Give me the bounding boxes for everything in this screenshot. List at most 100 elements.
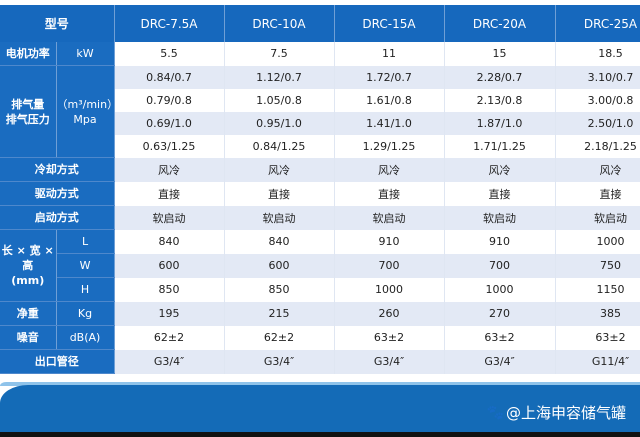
watermark: 🐾 @上海申容储气罐	[487, 402, 626, 423]
table-cell: 63±2	[444, 325, 556, 350]
table-cell: 215	[224, 301, 335, 326]
row-unit: （m³/min） Mpa	[56, 65, 115, 158]
spec-table: 型号 DRC-7.5A DRC-10A DRC-15A DRC-20A DRC-25A 电…	[0, 5, 640, 374]
table-cell: G11/4″	[555, 349, 640, 374]
table-cell: 385	[555, 301, 640, 326]
table-cell: 0.69/1.0	[114, 111, 225, 135]
table-cell: 910	[334, 229, 445, 254]
row-unit: W	[56, 253, 115, 278]
table-row: 排气量 排气压力 （m³/min） Mpa 0.84/0.7 1.12/0.7 1.72…	[0, 65, 640, 158]
table-cell: 软启动	[334, 205, 445, 230]
table-row: 出口管径 G3/4″ G3/4″ G3/4″ G3/4″ G11/4″	[0, 349, 640, 374]
table-cell: 1.61/0.8	[334, 88, 445, 112]
table-row: 净重 Kg 195 215 260 270 385	[0, 301, 640, 326]
table-cell: 1000	[444, 277, 556, 302]
table-cell: 2.18/1.25	[555, 134, 640, 158]
table-cell: 63±2	[334, 325, 445, 350]
model-header: DRC-15A	[334, 5, 445, 42]
table-row: W 600 600 700 700 750	[0, 253, 640, 278]
header-row: 型号 DRC-7.5A DRC-10A DRC-15A DRC-20A DRC-25A	[0, 5, 640, 42]
table-cell: 700	[334, 253, 445, 278]
table-cell: 软启动	[114, 205, 225, 230]
table-cell: 63±2	[555, 325, 640, 350]
row-label: 排气量 排气压力	[0, 65, 57, 158]
table-cell: 910	[444, 229, 556, 254]
row-label: 噪音	[0, 325, 57, 350]
row-label: 冷却方式	[0, 157, 115, 182]
table-row: 0.69/1.0 0.95/1.0 1.41/1.0 1.87/1.0 2.50/1.0	[0, 111, 640, 135]
table-cell: 3.00/0.8	[555, 88, 640, 112]
row-label: 电机功率	[0, 42, 57, 66]
table-cell: 840	[114, 229, 225, 254]
table-cell: 直接	[444, 181, 556, 206]
table-cell: 0.79/0.8	[114, 88, 225, 112]
table-cell: 1.12/0.7	[224, 65, 335, 89]
table-cell: 11	[334, 42, 445, 66]
watermark-text: @上海申容储气罐	[505, 404, 626, 422]
table-row: 冷却方式 风冷 风冷 风冷 风冷 风冷	[0, 157, 640, 182]
table-cell: 1.72/0.7	[334, 65, 445, 89]
row-label: 长 × 宽 × 高 (mm)	[0, 229, 57, 302]
table-row: 驱动方式 直接 直接 直接 直接 直接	[0, 181, 640, 206]
table-cell: 风冷	[334, 157, 445, 182]
table-cell: 195	[114, 301, 225, 326]
table-cell: G3/4″	[444, 349, 556, 374]
table-cell: 2.13/0.8	[444, 88, 556, 112]
table-cell: 2.50/1.0	[555, 111, 640, 135]
table-cell: G3/4″	[224, 349, 335, 374]
table-cell: 62±2	[114, 325, 225, 350]
table-cell: 600	[114, 253, 225, 278]
table-cell: 0.84/0.7	[114, 65, 225, 89]
table-row: 噪音 dB(A) 62±2 62±2 63±2 63±2 63±2	[0, 325, 640, 350]
table-cell: 600	[224, 253, 335, 278]
table-cell: 风冷	[444, 157, 556, 182]
footer-band	[0, 385, 640, 432]
footer-band-edge	[0, 382, 640, 386]
table-cell: 0.95/1.0	[224, 111, 335, 135]
table-row: 长 × 宽 × 高 (mm) L 840 840 910 910 1000	[0, 229, 640, 302]
table-cell: 260	[334, 301, 445, 326]
table-cell: 0.63/1.25	[114, 134, 225, 158]
model-header: DRC-7.5A	[114, 5, 225, 42]
table-cell: 1.71/1.25	[444, 134, 556, 158]
table-cell: 1.05/0.8	[224, 88, 335, 112]
table-cell: 直接	[334, 181, 445, 206]
table-cell: 850	[114, 277, 225, 302]
table-cell: 软启动	[224, 205, 335, 230]
row-label: 出口管径	[0, 349, 115, 374]
model-header: DRC-10A	[224, 5, 335, 42]
table-cell: 直接	[224, 181, 335, 206]
row-label: 启动方式	[0, 205, 115, 230]
table-cell: 1150	[555, 277, 640, 302]
table-cell: 直接	[555, 181, 640, 206]
table-row: 启动方式 软启动 软启动 软启动 软启动 软启动	[0, 205, 640, 230]
table-cell: 15	[444, 42, 556, 66]
row-unit: Kg	[56, 301, 115, 326]
table-cell: 750	[555, 253, 640, 278]
bottom-bar	[0, 432, 640, 437]
table-cell: 软启动	[444, 205, 556, 230]
table-cell: G3/4″	[114, 349, 225, 374]
table-cell: 风冷	[224, 157, 335, 182]
table-cell: 风冷	[555, 157, 640, 182]
table-cell: 270	[444, 301, 556, 326]
table-row: 0.63/1.25 0.84/1.25 1.29/1.25 1.71/1.25 2.18…	[0, 134, 640, 158]
table-cell: 3.10/0.7	[555, 65, 640, 89]
table-cell: 风冷	[114, 157, 225, 182]
table-row: 0.79/0.8 1.05/0.8 1.61/0.8 2.13/0.8 3.00/0.8	[0, 88, 640, 112]
paw-icon: 🐾	[486, 404, 504, 421]
table-cell: 840	[224, 229, 335, 254]
table-cell: 2.28/0.7	[444, 65, 556, 89]
table-cell: 700	[444, 253, 556, 278]
row-unit: H	[56, 277, 115, 302]
table-cell: 1.29/1.25	[334, 134, 445, 158]
table-cell: 1000	[555, 229, 640, 254]
table-cell: 1.41/1.0	[334, 111, 445, 135]
header-label: 型号	[0, 5, 115, 42]
table-cell: 5.5	[114, 42, 225, 66]
table-cell: 软启动	[555, 205, 640, 230]
row-unit: kW	[56, 42, 115, 66]
table-row: 电机功率 kW 5.5 7.5 11 15 18.5	[0, 42, 640, 66]
row-label: 净重	[0, 301, 57, 326]
row-unit: L	[56, 229, 115, 254]
